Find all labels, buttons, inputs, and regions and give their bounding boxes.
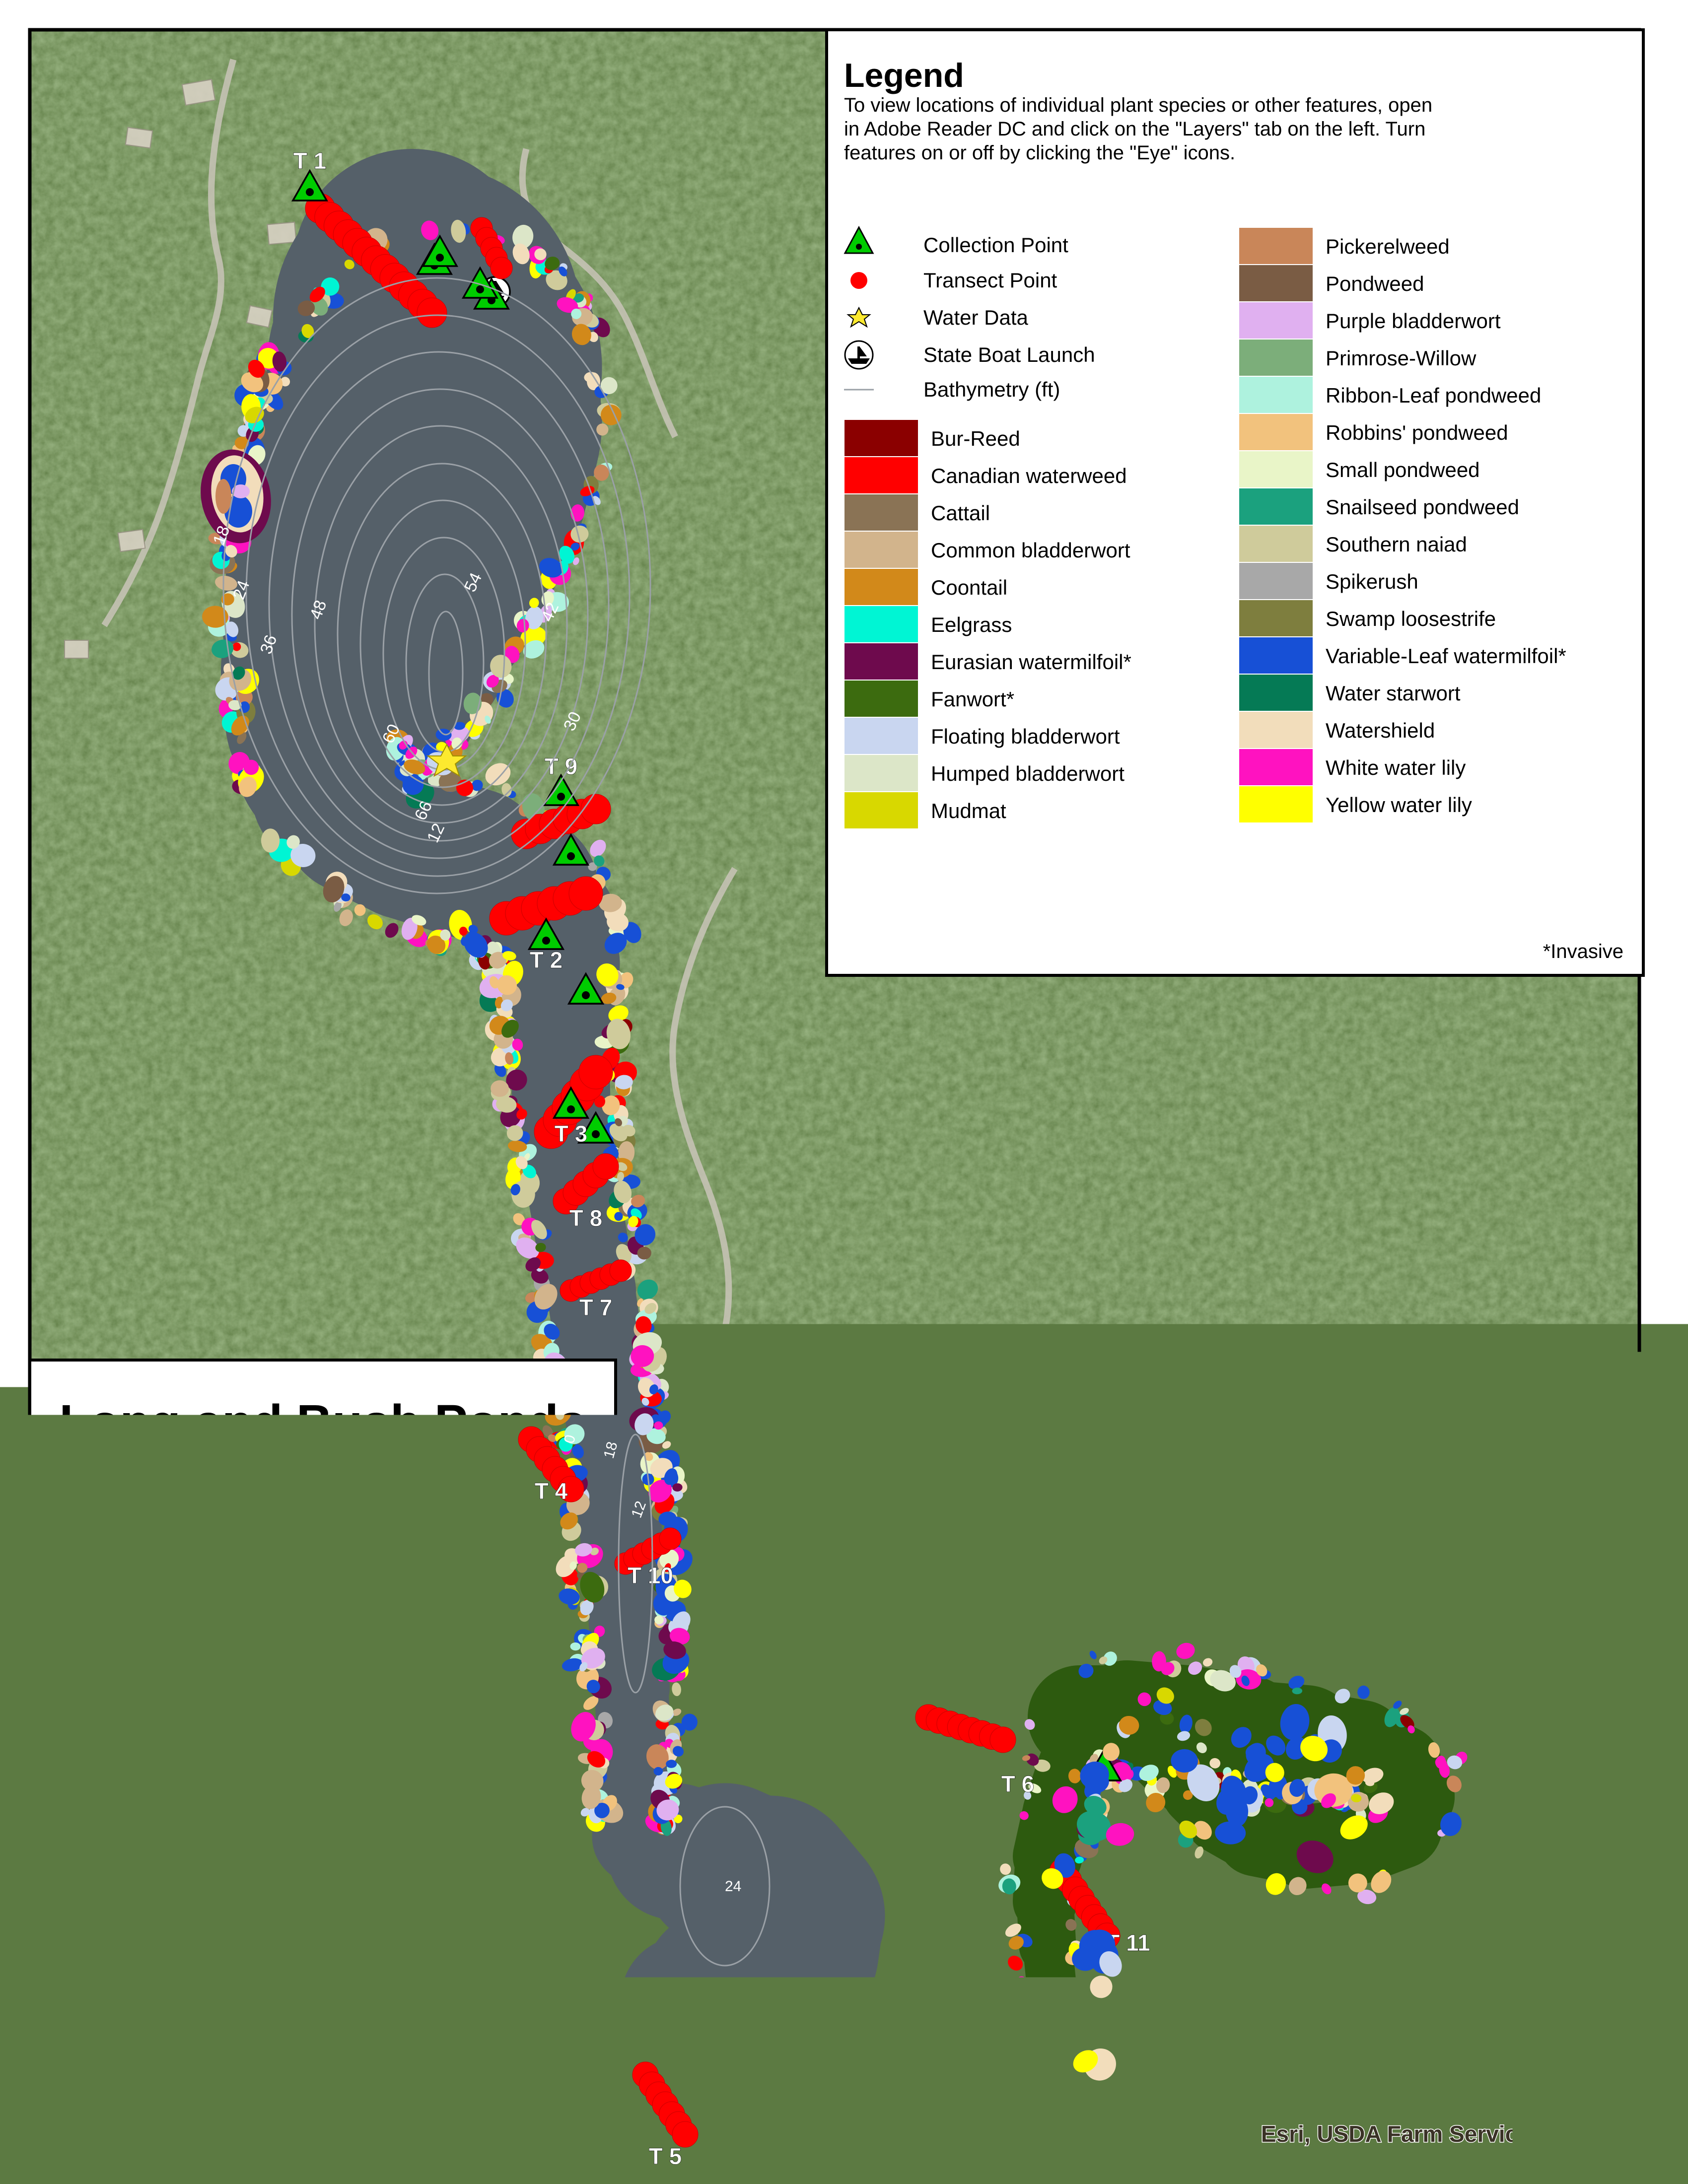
svg-text:T 6: T 6	[1001, 1771, 1034, 1797]
svg-text:Robbins' pondweed: Robbins' pondweed	[1326, 421, 1508, 444]
svg-text:Humped bladderwort: Humped bladderwort	[931, 762, 1125, 785]
svg-text:Primrose-Willow: Primrose-Willow	[1326, 346, 1477, 370]
svg-text:Floating bladderwort: Floating bladderwort	[931, 725, 1120, 748]
svg-text:Watershield: Watershield	[1326, 719, 1435, 742]
svg-text:T 5: T 5	[649, 2143, 682, 2169]
svg-text:Eelgrass: Eelgrass	[931, 613, 1012, 636]
svg-text:T 2: T 2	[530, 947, 563, 973]
svg-text:T 10: T 10	[628, 1563, 673, 1588]
svg-text:Canadian waterweed: Canadian waterweed	[931, 464, 1127, 487]
svg-text:By Gregory Bugbee, Summer Steb: By Gregory Bugbee, Summer Stebbins,	[96, 1609, 549, 1638]
svg-text:Feet: Feet	[529, 2092, 586, 2124]
svg-text:Swamp loosestrife: Swamp loosestrife	[1326, 607, 1496, 630]
svg-text:Invasive Aquatic Plant Program: Invasive Aquatic Plant Program	[143, 1667, 502, 1696]
svg-text:T 1: T 1	[293, 148, 326, 174]
svg-text:features on or off by clicking: features on or off by clicking the "Eye"…	[844, 142, 1235, 164]
svg-text:Eurasian watermilfoil*: Eurasian watermilfoil*	[931, 650, 1131, 674]
svg-text:State Boat Launch: State Boat Launch	[923, 343, 1095, 366]
svg-text:CAES: CAES	[199, 1961, 371, 2032]
svg-text:Fanwort*: Fanwort*	[931, 687, 1014, 711]
svg-text:White water lily: White water lily	[1326, 756, 1466, 779]
svg-text:Transect Point: Transect Point	[923, 269, 1057, 292]
svg-text:Surveyed on July 20-23, & 27,: Surveyed on July 20-23, & 27, 2020	[118, 1580, 528, 1609]
svg-text:Mudmat: Mudmat	[931, 799, 1006, 822]
svg-text:Pickerelweed: Pickerelweed	[1326, 235, 1450, 258]
svg-text:Yellow water lily: Yellow water lily	[1326, 793, 1472, 817]
svg-text:The Connecticut Agricultural E: The Connecticut Agricultural Experiment …	[199, 2030, 561, 2050]
svg-text:Coontail: Coontail	[931, 576, 1007, 599]
svg-text:250: 250	[224, 2126, 268, 2155]
svg-text:Bathymetry (ft): Bathymetry (ft)	[923, 378, 1060, 401]
svg-text:T 7: T 7	[579, 1295, 612, 1320]
svg-text:✿✿✿: ✿✿✿	[119, 1995, 130, 2000]
svg-text:North Stonington: North Stonington	[159, 1457, 487, 1506]
svg-text:Maylani Velazquez, and Matthew: Maylani Velazquez, and Matthew Latella	[92, 1638, 553, 1667]
svg-text:500: 500	[363, 2126, 407, 2155]
svg-text:Cattail: Cattail	[931, 501, 990, 525]
svg-text:Purple bladderwort: Purple bladderwort	[1326, 309, 1501, 333]
svg-text:Bur-Reed: Bur-Reed	[931, 427, 1020, 450]
svg-text:Common bladderwort: Common bladderwort	[931, 539, 1130, 562]
svg-text:Water Data: Water Data	[923, 306, 1028, 329]
svg-text:111 acres: 111 acres	[230, 1509, 415, 1558]
svg-text:Collection Point: Collection Point	[923, 233, 1068, 257]
svg-text:To view locations of individua: To view locations of individual plant sp…	[844, 94, 1432, 116]
svg-text:Southern naiad: Southern naiad	[1326, 533, 1467, 556]
svg-text:T 8: T 8	[569, 1205, 602, 1231]
svg-text:Putting Science to Work for So: Putting Science to Work for Society sinc…	[198, 2055, 514, 2074]
svg-text:in Adobe Reader DC and click o: in Adobe Reader DC and click on the "Lay…	[844, 118, 1425, 140]
svg-text:0: 0	[100, 2126, 114, 2155]
svg-text:Esri, USDA Farm Service Agency: Esri, USDA Farm Service Agency	[1261, 2121, 1619, 2147]
svg-text:N: N	[516, 1898, 537, 1930]
svg-text:1,000: 1,000	[492, 2126, 556, 2155]
svg-text:Small pondweed: Small pondweed	[1326, 458, 1480, 481]
svg-text:Water starwort: Water starwort	[1326, 682, 1461, 705]
svg-text:24: 24	[725, 1878, 741, 1895]
svg-text:Spikerush: Spikerush	[1326, 570, 1418, 593]
svg-text:Pondweed: Pondweed	[1326, 272, 1424, 295]
svg-text:Snailseed pondweed: Snailseed pondweed	[1326, 495, 1519, 519]
svg-text:Variable-Leaf watermilfoil*: Variable-Leaf watermilfoil*	[1326, 644, 1566, 668]
svg-text:Ribbon-Leaf pondweed: Ribbon-Leaf pondweed	[1326, 384, 1541, 407]
svg-text:*Invasive: *Invasive	[1543, 941, 1623, 962]
svg-text:Legend: Legend	[844, 57, 964, 94]
svg-text:T 3: T 3	[555, 1121, 587, 1147]
svg-text:Long and Bush Ponds: Long and Bush Ponds	[59, 1395, 586, 1450]
